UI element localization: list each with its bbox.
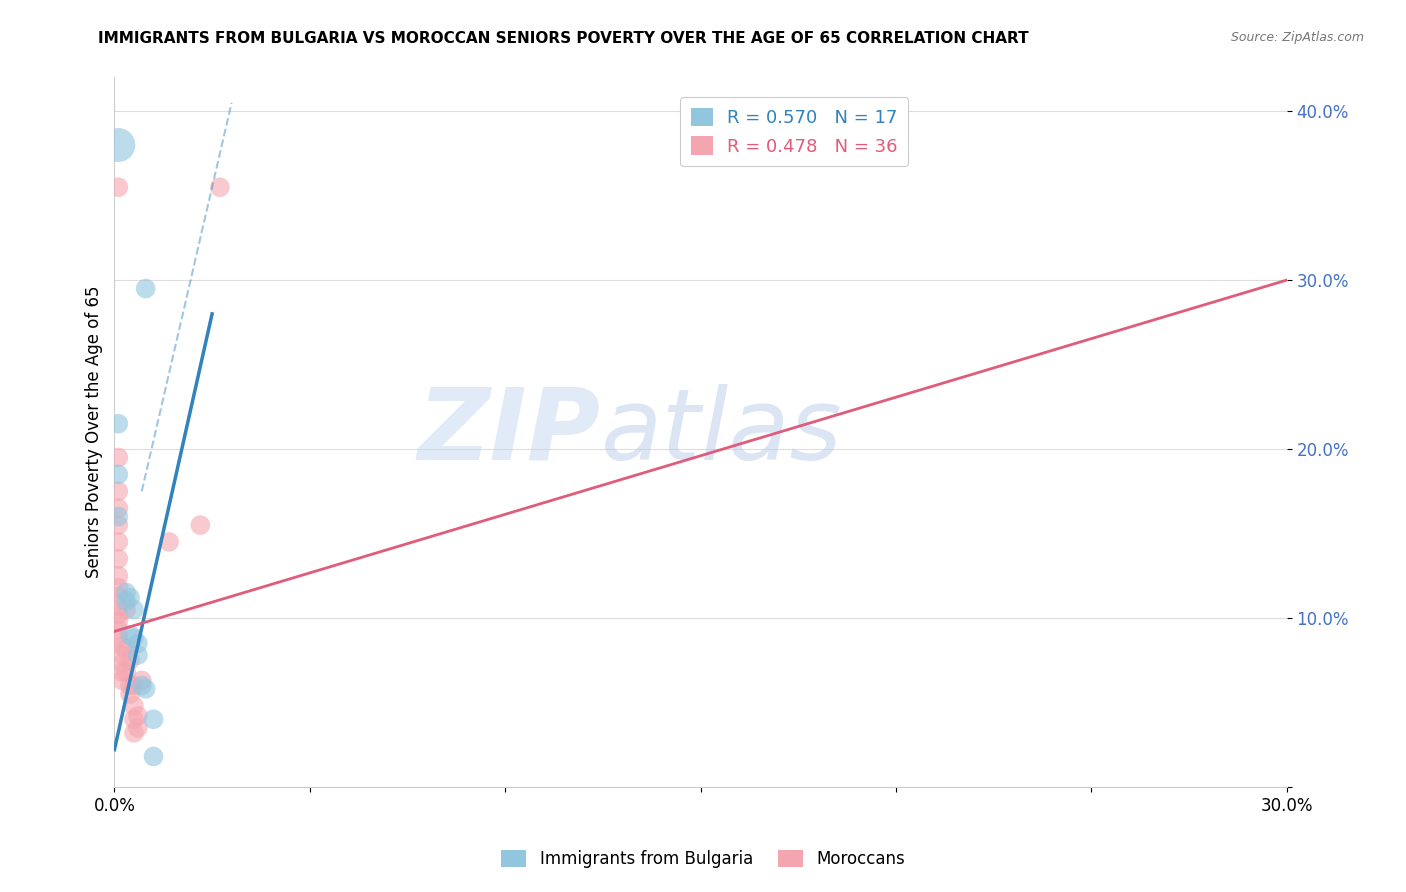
- Point: [122, 678, 145, 692]
- Point: [127, 636, 149, 650]
- Point: [107, 509, 129, 524]
- Point: [127, 709, 149, 723]
- Point: [122, 698, 145, 713]
- Point: [157, 535, 180, 549]
- Point: [115, 641, 138, 656]
- Point: [107, 518, 129, 533]
- Point: [107, 180, 129, 194]
- Point: [107, 450, 129, 465]
- Point: [135, 681, 157, 696]
- Point: [115, 585, 138, 599]
- Text: ZIP: ZIP: [418, 384, 600, 481]
- Point: [122, 712, 145, 726]
- Point: [107, 467, 129, 482]
- Point: [118, 687, 141, 701]
- Point: [115, 665, 138, 679]
- Point: [107, 551, 129, 566]
- Point: [118, 628, 141, 642]
- Point: [127, 648, 149, 662]
- Point: [127, 721, 149, 735]
- Point: [107, 484, 129, 499]
- Point: [107, 615, 129, 629]
- Point: [118, 591, 141, 605]
- Point: [122, 726, 145, 740]
- Point: [115, 594, 138, 608]
- Point: [107, 581, 129, 595]
- Point: [107, 589, 129, 603]
- Point: [107, 535, 129, 549]
- Point: [190, 518, 212, 533]
- Point: [131, 678, 153, 692]
- Point: [115, 602, 138, 616]
- Point: [107, 568, 129, 582]
- Point: [131, 673, 153, 688]
- Point: [111, 665, 134, 679]
- Point: [122, 602, 145, 616]
- Point: [107, 607, 129, 622]
- Y-axis label: Seniors Poverty Over the Age of 65: Seniors Poverty Over the Age of 65: [86, 286, 103, 578]
- Point: [107, 501, 129, 516]
- Point: [208, 180, 231, 194]
- Point: [135, 282, 157, 296]
- Text: IMMIGRANTS FROM BULGARIA VS MOROCCAN SENIORS POVERTY OVER THE AGE OF 65 CORRELAT: IMMIGRANTS FROM BULGARIA VS MOROCCAN SEN…: [98, 31, 1029, 46]
- Text: Source: ZipAtlas.com: Source: ZipAtlas.com: [1230, 31, 1364, 45]
- Point: [142, 712, 165, 726]
- Point: [107, 599, 129, 613]
- Point: [107, 417, 129, 431]
- Point: [111, 673, 134, 688]
- Legend: R = 0.570   N = 17, R = 0.478   N = 36: R = 0.570 N = 17, R = 0.478 N = 36: [681, 97, 908, 167]
- Point: [142, 749, 165, 764]
- Legend: Immigrants from Bulgaria, Moroccans: Immigrants from Bulgaria, Moroccans: [495, 843, 911, 875]
- Point: [107, 138, 129, 153]
- Point: [111, 640, 134, 654]
- Point: [118, 653, 141, 667]
- Point: [107, 623, 129, 637]
- Point: [111, 648, 134, 662]
- Text: atlas: atlas: [600, 384, 842, 481]
- Point: [107, 631, 129, 645]
- Point: [122, 631, 145, 645]
- Point: [111, 657, 134, 671]
- Point: [118, 678, 141, 692]
